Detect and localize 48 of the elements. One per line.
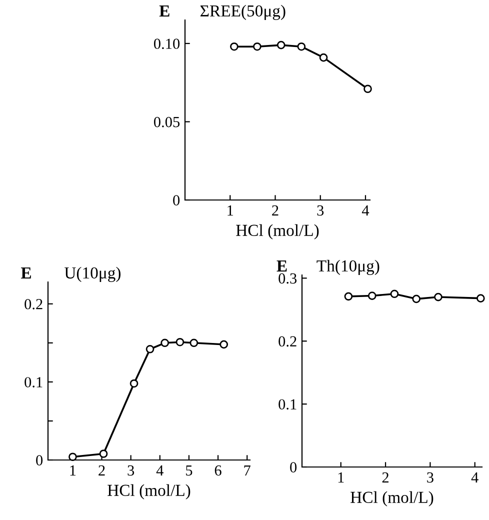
point <box>146 344 154 354</box>
x-axis-title: HCl (mol/L) <box>350 491 434 506</box>
x-tick-label: 6 <box>214 465 222 476</box>
x-tick-label: 5 <box>186 465 192 476</box>
point <box>364 84 372 94</box>
x-tick-label: 1 <box>70 465 76 476</box>
y-tick-label: 0.2 <box>278 336 296 347</box>
x-axis-title: HCl (mol/L) <box>236 224 319 240</box>
x-tick-label: 1 <box>338 472 344 482</box>
x-tick-label: 1 <box>228 205 234 216</box>
y-axis-title: E <box>21 268 31 278</box>
y-tick-label: 0.1 <box>278 399 296 410</box>
x-tick-label: 3 <box>427 472 434 483</box>
chart-title: ΣREE(50μg) <box>200 4 286 20</box>
chart-title: Th(10μg) <box>316 260 380 275</box>
x-tick-label: 3 <box>128 465 134 476</box>
x-tick-label: 3 <box>317 205 324 216</box>
y-tick-label: 0 <box>173 195 180 206</box>
point <box>253 42 262 51</box>
y-tick-label: 0.1 <box>24 377 42 388</box>
x-tick-label: 4 <box>471 472 478 482</box>
point <box>68 452 77 462</box>
y-tick-label: 0 <box>290 462 297 472</box>
x-tick-label: 2 <box>98 465 105 476</box>
y-axis-title: E <box>159 6 170 16</box>
chart-title: U(10μg) <box>64 266 120 282</box>
y-tick-label: 0.10 <box>154 38 180 49</box>
point <box>230 42 238 51</box>
y-tick-label: 0.05 <box>154 116 180 128</box>
point <box>99 450 108 458</box>
point <box>160 338 170 348</box>
x-tick-label: 2 <box>272 205 278 216</box>
x-tick-label: 7 <box>244 465 250 476</box>
y-axis-title: E <box>276 260 287 272</box>
y-tick-label: 0 <box>36 455 43 466</box>
y-tick-label: 0.2 <box>24 299 42 310</box>
point <box>319 53 328 62</box>
point <box>297 42 306 51</box>
point <box>130 379 138 388</box>
x-tick-label: 4 <box>156 465 164 476</box>
x-tick-label: 4 <box>362 205 370 216</box>
y-tick-label: 0.3 <box>278 273 297 284</box>
point <box>190 338 198 348</box>
point <box>276 40 286 50</box>
x-axis-title: HCl (mol/L) <box>108 484 190 500</box>
x-tick-label: 2 <box>382 472 388 482</box>
point <box>220 340 228 349</box>
point <box>176 338 184 346</box>
